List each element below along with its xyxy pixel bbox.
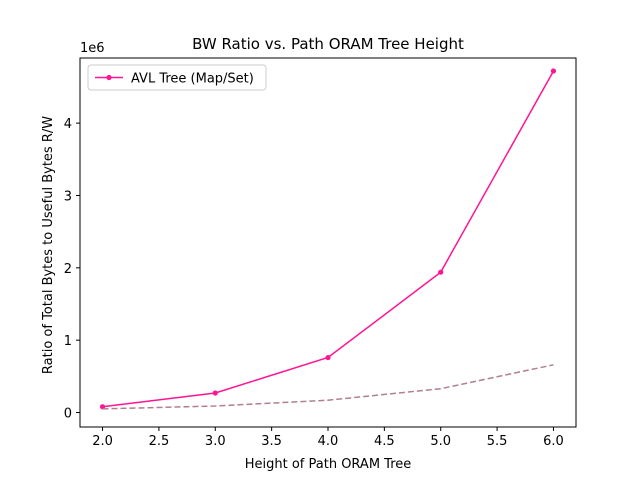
y-tick-label: 1	[64, 334, 72, 349]
y-axis-ticks: 0 1 2 3 4	[64, 117, 80, 422]
chart-title: BW Ratio vs. Path ORAM Tree Height	[192, 35, 464, 53]
data-point	[99, 404, 106, 410]
x-tick-label: 3.0	[205, 434, 226, 449]
y-tick-label: 0	[64, 407, 72, 422]
x-axis-label: Height of Path ORAM Tree	[245, 457, 412, 472]
series-layer	[99, 68, 557, 410]
data-point	[438, 269, 444, 275]
legend-marker-avl	[106, 74, 112, 81]
x-axis-ticks: 2.0 2.5 3.0 3.5 4.0 4.5 5.0 5.5 6.0	[92, 427, 564, 449]
plot-frame	[79, 57, 577, 428]
x-tick-label: 2.0	[92, 434, 113, 449]
y-tick-label: 4	[64, 117, 72, 132]
x-tick-label: 3.5	[261, 434, 282, 449]
x-tick-label: 2.5	[149, 434, 170, 449]
y-tick-label: 3	[64, 189, 72, 204]
y-offset-label: 1e6	[80, 41, 105, 56]
y-tick-label: 2	[64, 262, 72, 277]
x-tick-label: 6.0	[543, 434, 564, 449]
data-point	[325, 354, 331, 361]
x-tick-label: 5.5	[487, 434, 508, 449]
data-point	[212, 390, 218, 396]
data-point	[550, 68, 557, 74]
legend-label-avl: AVL Tree (Map/Set)	[131, 72, 254, 87]
legend-box	[87, 64, 267, 91]
x-tick-label: 5.0	[430, 434, 451, 449]
series-line-dashed	[102, 364, 554, 410]
x-tick-label: 4.0	[318, 434, 339, 449]
legend: AVL Tree (Map/Set)	[87, 64, 267, 91]
y-axis-label: Ratio of Total Bytes to Useful Bytes R/W	[41, 116, 56, 374]
x-tick-label: 4.5	[374, 434, 395, 449]
